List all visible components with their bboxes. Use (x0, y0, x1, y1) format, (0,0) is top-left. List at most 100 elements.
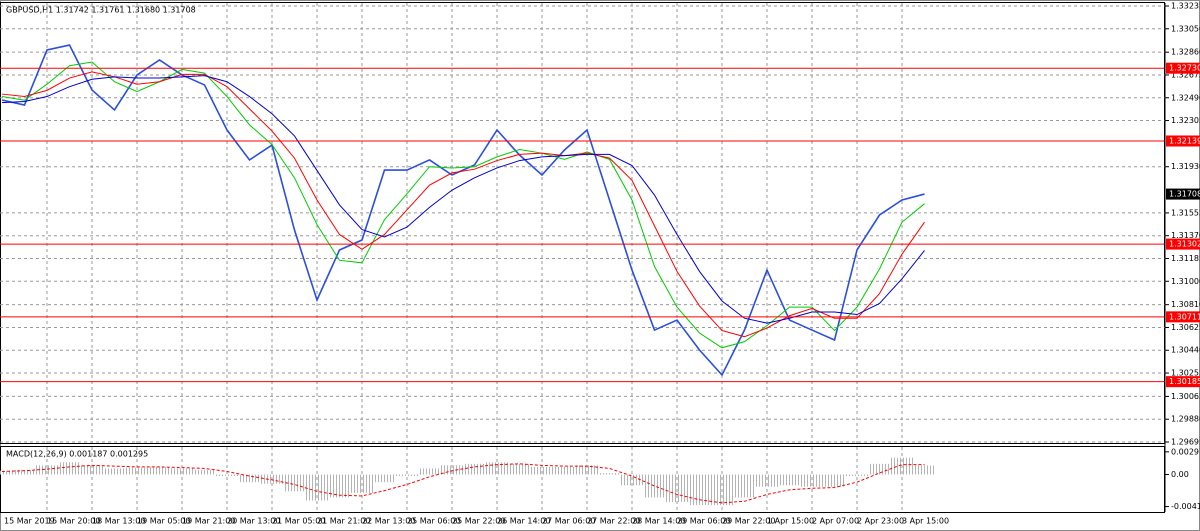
y-tick-label: 1.33050 (1171, 24, 1200, 33)
x-tick-label: 21 Mar 05:00 (272, 517, 325, 526)
y-tick-label: 1.31555 (1171, 208, 1200, 217)
macd-title: MACD(12,26,9) 0.001187 0.001295 (6, 450, 148, 459)
x-tick-label: 28 Mar 14:00 (632, 517, 685, 526)
histogram-bar (553, 466, 576, 475)
histogram-bar (845, 474, 869, 477)
y-tick-label: 1.32675 (1171, 70, 1200, 79)
y-tick-label: 1.30255 (1171, 369, 1200, 378)
x-tick-label: 25 Mar 22:00 (452, 517, 505, 526)
histogram-bar (508, 463, 531, 475)
histogram-bar (733, 474, 756, 498)
y-tick-label: -0.00419 (1171, 502, 1200, 511)
x-tick-label: 19 Mar 21:00 (182, 517, 235, 526)
level-label-box (1166, 135, 1200, 147)
y-tick-label: 1.31185 (1171, 254, 1200, 263)
x-tick-label: 29 Mar 06:00 (677, 517, 730, 526)
x-tick-label: 22 Mar 13:00 (362, 517, 415, 526)
histogram-bar (395, 474, 419, 477)
histogram-bar (193, 469, 216, 475)
x-tick-label: 2 Apr 07:00 (812, 517, 859, 526)
x-tick-label: 20 Mar 13:00 (227, 517, 280, 526)
y-tick-label: 1.30065 (1171, 392, 1200, 401)
level-label-box (1166, 376, 1200, 388)
histogram-bar (215, 474, 239, 477)
histogram-bar (260, 474, 284, 484)
histogram-bar (778, 474, 801, 486)
level-label-box (1166, 62, 1200, 74)
histogram-bar (823, 474, 846, 487)
histogram-bar (710, 474, 734, 506)
level-label-box (1166, 238, 1200, 250)
histogram-bar (800, 474, 824, 487)
x-tick-label: 19 Mar 05:00 (137, 517, 190, 526)
x-tick-label: 26 Mar 14:00 (497, 517, 550, 526)
histogram-bar (530, 466, 554, 475)
x-tick-label: 1 Apr 15:00 (767, 517, 814, 526)
y-tick-label: 1.32305 (1171, 116, 1200, 125)
histogram-bar (620, 474, 644, 486)
histogram-bar (283, 474, 306, 492)
level-label: 1.32730 (1169, 64, 1200, 73)
histogram-bar (575, 465, 599, 475)
x-tick-label: 25 Mar 06:00 (407, 517, 460, 526)
histogram-bar (58, 462, 81, 475)
y-tick-label: 1.31930 (1171, 162, 1200, 171)
histogram-bar (125, 467, 149, 475)
x-tick-label: 27 Mar 06:00 (542, 517, 595, 526)
level-label-box (1166, 311, 1200, 323)
x-tick-label: 21 Mar 21:00 (317, 517, 370, 526)
level-label: 1.32139 (1169, 136, 1200, 145)
histogram-bar (418, 468, 441, 475)
histogram-bar (665, 474, 689, 503)
level-label: 1.30711 (1169, 312, 1200, 321)
histogram-bar (170, 468, 194, 475)
y-tick-label: 1.30810 (1171, 300, 1200, 309)
x-tick-label: 18 Mar 13:00 (92, 517, 145, 526)
level-label: 1.30185 (1169, 377, 1200, 386)
y-tick-label: 0.00297 (1171, 447, 1200, 456)
histogram-bar (913, 465, 936, 475)
histogram-bar (238, 474, 261, 483)
histogram-bar (80, 465, 104, 475)
y-tick-label: 1.29695 (1171, 438, 1200, 447)
chart-title: GBPUSD,H1 1.31742 1.31761 1.31680 1.3170… (6, 6, 196, 15)
signal-line (1, 463, 925, 504)
y-tick-label: 0.00 (1171, 470, 1189, 479)
y-tick-label: 1.32490 (1171, 93, 1200, 102)
x-tick-label: 27 Mar 22:00 (587, 517, 640, 526)
series-line (1, 44, 925, 377)
histogram-bar (688, 474, 711, 506)
x-tick-label: 15 Mar 20:00 (47, 517, 100, 526)
histogram-bar (463, 463, 486, 475)
histogram-bar (305, 474, 329, 501)
histogram-bar (13, 469, 36, 475)
histogram-bar (148, 466, 171, 475)
level-label: 1.31302 (1169, 240, 1200, 249)
y-tick-label: 1.32860 (1171, 48, 1200, 57)
histogram-bar (350, 474, 374, 493)
histogram-bar (890, 457, 914, 475)
histogram-bar (373, 474, 396, 483)
series-line (1, 75, 925, 324)
y-tick-label: 1.33235 (1171, 2, 1200, 11)
x-tick-label: 2 Apr 23:00 (857, 517, 904, 526)
y-tick-label: 1.30440 (1171, 346, 1200, 355)
last-price-box (1166, 188, 1200, 200)
histogram-bar (103, 468, 126, 475)
series-line (1, 71, 925, 338)
x-tick-label: 29 Mar 22:00 (722, 517, 775, 526)
histogram-bar (755, 474, 779, 487)
x-tick-label: 3 Apr 15:00 (902, 517, 949, 526)
histogram-bar (598, 473, 621, 475)
last-price-label: 1.31708 (1169, 190, 1200, 199)
y-tick-label: 1.29880 (1171, 415, 1200, 424)
histogram-bar (0, 470, 14, 475)
y-tick-label: 1.31000 (1171, 277, 1200, 286)
histogram-bar (440, 465, 464, 475)
histogram-bar (35, 465, 59, 475)
histogram-bar (328, 474, 351, 498)
x-tick-label: 15 Mar 2019 (4, 517, 55, 526)
